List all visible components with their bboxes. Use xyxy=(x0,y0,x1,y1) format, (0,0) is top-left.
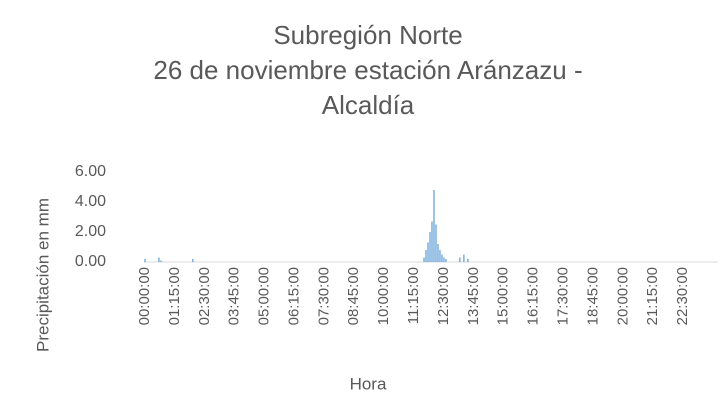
x-tick-label: 15:00:00 xyxy=(495,267,512,325)
bar xyxy=(160,260,162,262)
x-tick-label: 17:30:00 xyxy=(555,267,572,325)
x-axis-label: Hora xyxy=(350,374,387,393)
bar xyxy=(439,250,441,262)
x-tick-label: 18:45:00 xyxy=(584,267,601,325)
x-tick-label: 22:30:00 xyxy=(674,267,691,325)
x-tick-label: 00:00:00 xyxy=(136,267,153,325)
bar xyxy=(431,221,433,262)
bar xyxy=(437,244,439,262)
x-tick-label: 06:15:00 xyxy=(285,267,302,325)
bar xyxy=(425,250,427,262)
x-tick-label: 03:45:00 xyxy=(226,267,243,325)
x-tick-label: 01:15:00 xyxy=(166,267,183,325)
x-tick-label: 21:15:00 xyxy=(644,267,661,325)
y-tick-label: 0.00 xyxy=(75,253,106,270)
bar xyxy=(445,259,447,262)
y-tick-label: 2.00 xyxy=(75,223,106,240)
y-tick-label: 4.00 xyxy=(75,193,106,210)
x-tick-label: 11:15:00 xyxy=(405,267,422,324)
y-tick-label: 6.00 xyxy=(75,163,106,180)
x-tick-label: 13:45:00 xyxy=(465,267,482,325)
bar xyxy=(435,224,437,262)
chart-title: 26 de noviembre estación Aránzazu - xyxy=(153,55,582,85)
bar xyxy=(144,259,146,262)
bar xyxy=(192,259,194,262)
bar xyxy=(423,257,425,262)
chart-title: Alcaldía xyxy=(322,90,415,120)
bar xyxy=(443,257,445,262)
x-tick-label: 08:45:00 xyxy=(345,267,362,325)
y-axis-label: Precipitación en mm xyxy=(33,198,52,352)
bar xyxy=(433,190,435,262)
chart-title: Subregión Norte xyxy=(273,20,462,50)
x-tick-label: 10:00:00 xyxy=(375,267,392,325)
bar xyxy=(429,232,431,262)
x-tick-label: 16:15:00 xyxy=(525,267,542,325)
x-tick-label: 05:00:00 xyxy=(256,267,273,325)
bar xyxy=(459,257,461,262)
bar xyxy=(441,254,443,262)
x-tick-label: 12:30:00 xyxy=(435,267,452,325)
bar xyxy=(427,242,429,262)
bar xyxy=(463,254,465,262)
x-tick-label: 07:30:00 xyxy=(315,267,332,325)
bar xyxy=(467,259,469,262)
x-tick-label: 20:00:00 xyxy=(614,267,631,325)
x-tick-label: 02:30:00 xyxy=(196,267,213,325)
bar xyxy=(158,257,160,262)
